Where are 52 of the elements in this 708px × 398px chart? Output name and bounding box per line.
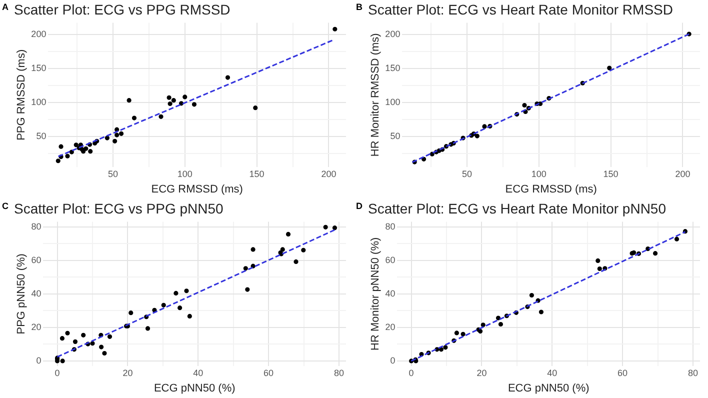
y-tick-label: 50 bbox=[36, 130, 46, 141]
y-tick-label: 60 bbox=[385, 254, 396, 265]
y-tick-label: 0 bbox=[36, 355, 42, 366]
y-tick-label: 150 bbox=[385, 62, 400, 73]
y-tick-label: 20 bbox=[31, 322, 42, 332]
x-axis-title: ECG RMSSD (ms) bbox=[505, 183, 597, 196]
x-tick-label: 50 bbox=[462, 168, 472, 179]
x-tick-label: 80 bbox=[334, 368, 344, 378]
x-tick-label: 60 bbox=[618, 368, 628, 378]
x-tick-label: 0 bbox=[408, 368, 414, 378]
x-tick-label: 0 bbox=[54, 368, 60, 378]
text: C bbox=[2, 200, 9, 211]
y-tick-label: 80 bbox=[31, 221, 42, 232]
y-tick-label: 0 bbox=[390, 355, 396, 366]
y-tick-label: 100 bbox=[385, 96, 400, 107]
y-tick-label: 80 bbox=[385, 221, 396, 232]
x-axis-title: ECG RMSSD (ms) bbox=[151, 183, 243, 196]
x-axis-title: ECG pNN50 (%) bbox=[154, 382, 236, 394]
y-axis-title: PPG RMSSD (ms) bbox=[16, 49, 28, 140]
y-axis-title: HR Monitor pNN50 (%) bbox=[370, 237, 382, 350]
text: D bbox=[356, 200, 363, 211]
chart-title: Scatter Plot: ECG vs Heart Rate Monitor RMSSD bbox=[368, 1, 673, 18]
y-axis-title: HR Monitor RMSSD (ms) bbox=[370, 33, 382, 157]
y-tick-label: 60 bbox=[31, 254, 42, 265]
y-tick-label: 40 bbox=[31, 288, 42, 298]
x-tick-label: 40 bbox=[547, 368, 558, 378]
chart-title: Scatter Plot: ECG vs Heart Rate Monitor pNN50 bbox=[368, 200, 666, 216]
x-tick-label: 150 bbox=[249, 168, 264, 179]
x-tick-label: 50 bbox=[108, 168, 118, 179]
y-axis-title: PPG pNN50 (%) bbox=[16, 254, 28, 334]
x-tick-label: 200 bbox=[675, 168, 690, 179]
text: A bbox=[2, 2, 9, 12]
x-tick-label: 200 bbox=[321, 168, 336, 179]
x-tick-label: 100 bbox=[177, 168, 192, 179]
x-tick-label: 20 bbox=[476, 368, 487, 378]
y-tick-label: 100 bbox=[31, 96, 46, 107]
chart-title: Scatter Plot: ECG vs PPG pNN50 bbox=[14, 200, 224, 216]
y-tick-label: 150 bbox=[31, 62, 46, 73]
x-tick-label: 60 bbox=[264, 368, 274, 378]
y-tick-label: 40 bbox=[385, 288, 396, 298]
y-tick-label: 20 bbox=[385, 322, 396, 332]
x-tick-label: 80 bbox=[688, 368, 698, 378]
text: B bbox=[356, 2, 363, 12]
y-tick-label: 200 bbox=[385, 28, 400, 39]
y-tick-label: 50 bbox=[390, 130, 400, 141]
x-axis-title: ECG pNN50 (%) bbox=[508, 382, 590, 394]
x-tick-label: 20 bbox=[122, 368, 133, 378]
y-tick-label: 200 bbox=[31, 28, 46, 39]
x-tick-label: 150 bbox=[603, 168, 618, 179]
x-tick-label: 40 bbox=[193, 368, 204, 378]
x-tick-label: 100 bbox=[531, 168, 546, 179]
chart-title: Scatter Plot: ECG vs PPG RMSSD bbox=[14, 1, 230, 18]
